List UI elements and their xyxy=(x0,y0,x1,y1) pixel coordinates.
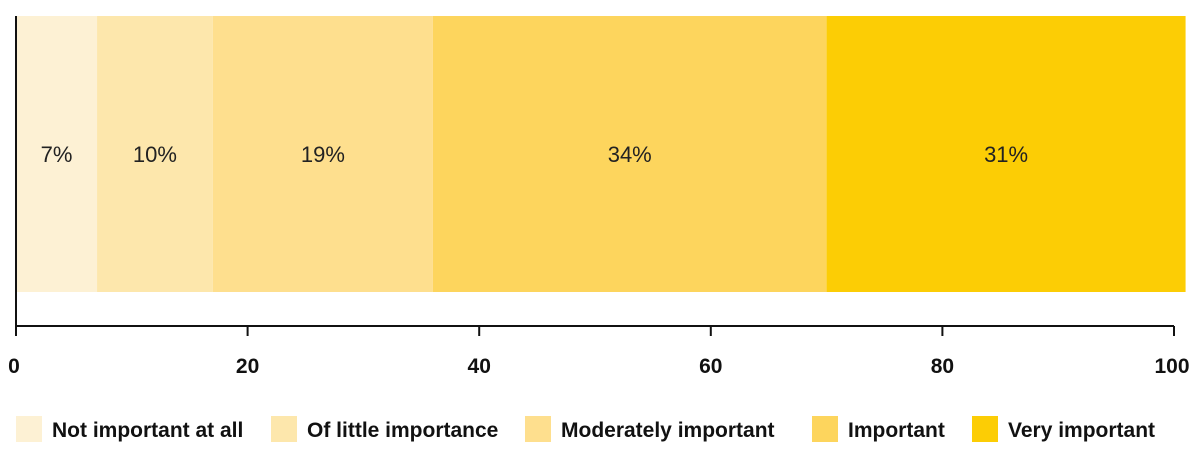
legend-label-not-important-at-all: Not important at all xyxy=(52,419,243,442)
legend-label-of-little-importance: Of little importance xyxy=(307,419,498,442)
legend-swatch-moderately-important xyxy=(525,416,551,442)
segment-label-of-little-importance: 10% xyxy=(133,142,177,167)
x-tick-label-20: 20 xyxy=(236,355,259,378)
bar-segment-important xyxy=(432,16,827,292)
bar-segment-very-important xyxy=(826,16,1186,292)
x-axis-ticks: 0 20 40 60 80 100 xyxy=(8,326,1190,378)
legend-swatch-of-little-importance xyxy=(271,416,297,442)
bar-segment-moderately-important xyxy=(212,16,433,292)
x-tick-label-80: 80 xyxy=(931,355,954,378)
x-tick-label-100: 100 xyxy=(1154,355,1189,378)
segment-label-very-important: 31% xyxy=(984,142,1028,167)
x-tick-label-40: 40 xyxy=(468,355,491,378)
segment-label-not-important-at-all: 7% xyxy=(41,142,73,167)
bar-segment-of-little-importance xyxy=(97,16,213,292)
legend-label-important: Important xyxy=(848,419,945,442)
segment-labels: 7% 10% 19% 34% 31% xyxy=(41,142,1028,167)
segment-label-important: 34% xyxy=(608,142,652,167)
bar-segments xyxy=(16,16,1186,292)
segment-label-moderately-important: 19% xyxy=(301,142,345,167)
bar-segment-not-important-at-all xyxy=(16,16,98,292)
legend-label-very-important: Very important xyxy=(1008,419,1155,442)
legend: Not important at all Of little importance… xyxy=(16,416,1155,442)
x-tick-label-60: 60 xyxy=(699,355,722,378)
legend-swatch-not-important-at-all xyxy=(16,416,42,442)
legend-label-moderately-important: Moderately important xyxy=(561,419,775,442)
legend-swatch-very-important xyxy=(972,416,998,442)
x-tick-label-0: 0 xyxy=(8,355,20,378)
legend-swatch-important xyxy=(812,416,838,442)
